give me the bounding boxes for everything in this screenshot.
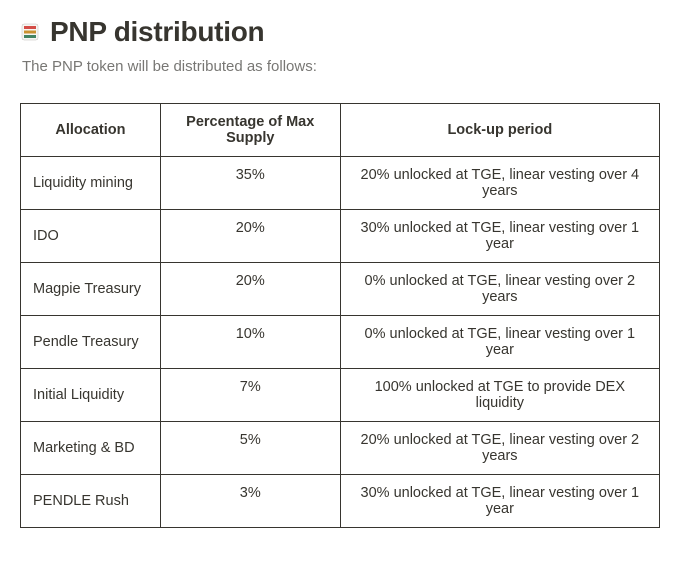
page-title: PNP distribution (50, 16, 264, 48)
table-row: Initial Liquidity 7% 100% unlocked at TG… (21, 369, 660, 422)
layers-icon (20, 22, 40, 42)
col-header-lockup: Lock-up period (340, 104, 659, 157)
col-header-percentage: Percentage of Max Supply (160, 104, 340, 157)
page-subtitle: The PNP token will be distributed as fol… (22, 58, 660, 75)
cell-lockup: 30% unlocked at TGE, linear vesting over… (340, 475, 659, 528)
col-header-allocation: Allocation (21, 104, 161, 157)
cell-allocation: Magpie Treasury (21, 263, 161, 316)
cell-percentage: 20% (160, 263, 340, 316)
table-row: Liquidity mining 35% 20% unlocked at TGE… (21, 157, 660, 210)
cell-percentage: 5% (160, 422, 340, 475)
table-row: Pendle Treasury 10% 0% unlocked at TGE, … (21, 316, 660, 369)
cell-lockup: 30% unlocked at TGE, linear vesting over… (340, 210, 659, 263)
table-body: Liquidity mining 35% 20% unlocked at TGE… (21, 157, 660, 528)
cell-percentage: 7% (160, 369, 340, 422)
distribution-table: Allocation Percentage of Max Supply Lock… (20, 103, 660, 528)
cell-percentage: 35% (160, 157, 340, 210)
cell-lockup: 100% unlocked at TGE to provide DEX liqu… (340, 369, 659, 422)
cell-lockup: 20% unlocked at TGE, linear vesting over… (340, 422, 659, 475)
table-header-row: Allocation Percentage of Max Supply Lock… (21, 104, 660, 157)
cell-allocation: IDO (21, 210, 161, 263)
page-header: PNP distribution (20, 16, 660, 48)
cell-lockup: 0% unlocked at TGE, linear vesting over … (340, 263, 659, 316)
table-row: IDO 20% 30% unlocked at TGE, linear vest… (21, 210, 660, 263)
cell-allocation: Initial Liquidity (21, 369, 161, 422)
cell-lockup: 0% unlocked at TGE, linear vesting over … (340, 316, 659, 369)
cell-percentage: 10% (160, 316, 340, 369)
table-row: PENDLE Rush 3% 30% unlocked at TGE, line… (21, 475, 660, 528)
cell-allocation: Pendle Treasury (21, 316, 161, 369)
cell-allocation: PENDLE Rush (21, 475, 161, 528)
cell-percentage: 20% (160, 210, 340, 263)
table-row: Marketing & BD 5% 20% unlocked at TGE, l… (21, 422, 660, 475)
cell-lockup: 20% unlocked at TGE, linear vesting over… (340, 157, 659, 210)
table-row: Magpie Treasury 20% 0% unlocked at TGE, … (21, 263, 660, 316)
cell-allocation: Marketing & BD (21, 422, 161, 475)
cell-allocation: Liquidity mining (21, 157, 161, 210)
cell-percentage: 3% (160, 475, 340, 528)
